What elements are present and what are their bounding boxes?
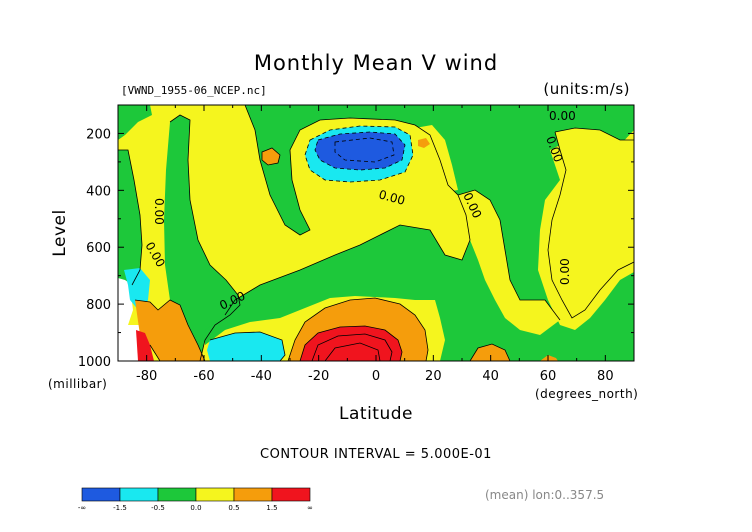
x-unit-label: (degrees_north) — [535, 387, 638, 401]
y-axis-ticks: 200 400 600 800 1000 — [78, 104, 634, 370]
y-tick-label: 1000 — [78, 355, 111, 370]
contour-line — [209, 331, 286, 361]
footer-label: (mean) lon:0..357.5 — [485, 488, 604, 502]
colorbar-swatch — [233, 487, 273, 502]
x-tick-label: -40 — [251, 369, 272, 384]
colorbar-tick-label: -∞ — [78, 504, 86, 512]
y-tick-label: 800 — [86, 298, 111, 313]
fill-orange-upper-blob-2 — [418, 138, 430, 148]
contour-line — [324, 342, 381, 361]
contour-line — [457, 189, 561, 321]
fill-green-main-band — [205, 105, 634, 361]
colorbar-tick-label: 1.5 — [266, 504, 277, 512]
contour-label: 0.00 — [549, 109, 576, 123]
y-axis-label: Level — [50, 209, 70, 256]
fill-orange-north-surface — [470, 344, 510, 361]
fill-green-south-polar-top — [118, 105, 152, 140]
contour-line — [287, 297, 429, 361]
contour-line — [261, 147, 281, 166]
colorbar-swatch — [157, 487, 197, 502]
x-tick-label: -20 — [308, 369, 329, 384]
colorbar-tick-label: ∞ — [307, 504, 313, 512]
x-tick-label: 40 — [482, 369, 499, 384]
fill-green-south-mid — [164, 115, 240, 361]
x-tick-label: 80 — [597, 369, 614, 384]
contour-line — [118, 149, 143, 286]
x-tick-label: 60 — [540, 369, 557, 384]
contour-line — [469, 343, 511, 361]
contour-line — [311, 333, 393, 361]
fill-red-south-surface — [136, 330, 154, 361]
contour-line — [169, 114, 241, 361]
colorbar-tick-label: -0.5 — [151, 504, 165, 512]
missing-data-region — [118, 255, 140, 361]
y-tick-label: 400 — [86, 184, 111, 199]
fill-orange-south-surface — [135, 300, 205, 361]
fill-cyan-surface-south — [207, 332, 285, 361]
fill-yellow-north-column — [458, 190, 560, 335]
fill-yellow-north-polar — [548, 128, 634, 318]
contour-fill-regions — [118, 105, 634, 361]
fill-green-south-polar-column — [118, 150, 142, 285]
colorbar-swatch — [195, 487, 235, 502]
contour-interval-label: CONTOUR INTERVAL = 5.000E-01 — [260, 447, 492, 462]
contour-line — [134, 299, 206, 361]
fill-orange-upper-blob — [262, 148, 280, 165]
contour-line — [551, 131, 567, 221]
y-tick-label: 600 — [86, 241, 111, 256]
contour-line — [304, 125, 414, 183]
fill-green-north-pole-top — [600, 105, 634, 125]
contour-label: 0.00 — [377, 187, 406, 207]
fill-red-equatorial-core — [300, 326, 402, 361]
y-tick-label: 200 — [86, 127, 111, 142]
colorbar-swatch — [119, 487, 159, 502]
contour-line — [299, 325, 403, 361]
colorbar-tick-label: 0.0 — [190, 504, 201, 512]
x-tick-label: -80 — [136, 369, 157, 384]
colorbar-swatch — [271, 487, 311, 502]
x-axis-ticks: -80 -60 -40 -20 0 20 40 60 80 — [117, 105, 635, 384]
colorbar-swatch — [81, 487, 121, 502]
x-tick-label: 0 — [372, 369, 380, 384]
x-tick-label: -60 — [193, 369, 214, 384]
colorbar: -∞ -1.5 -0.5 0.0 0.5 1.5 ∞ — [78, 487, 313, 512]
contour-line — [547, 219, 634, 319]
colorbar-tick-label: 0.5 — [228, 504, 239, 512]
contour-line — [224, 105, 471, 316]
chart-title: Monthly Mean V wind — [254, 51, 498, 75]
contour-label: 0.00 — [558, 258, 572, 285]
contour-line — [554, 127, 634, 141]
y-unit-label: (millibar) — [48, 377, 107, 391]
contour-label: 0.00 — [152, 198, 166, 225]
x-tick-label: 20 — [425, 369, 442, 384]
contour-line — [334, 137, 395, 163]
file-label: [VWND_1955-06_NCEP.nc] — [121, 84, 267, 97]
contour-lines — [118, 105, 634, 361]
units-label: (units:m/s) — [543, 80, 630, 98]
x-axis-label: Latitude — [339, 404, 413, 424]
fill-orange-north-surface-2 — [540, 355, 558, 361]
contour-line — [149, 344, 161, 361]
colorbar-tick-label: -1.5 — [113, 504, 127, 512]
